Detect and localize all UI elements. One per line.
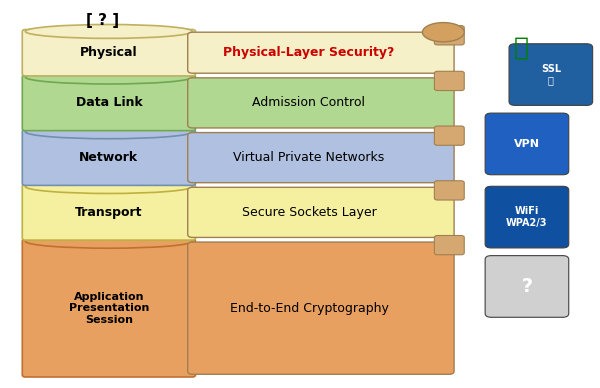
FancyBboxPatch shape bbox=[188, 133, 454, 183]
Text: VPN: VPN bbox=[514, 139, 540, 149]
Text: Virtual Private Networks: Virtual Private Networks bbox=[233, 151, 385, 164]
FancyBboxPatch shape bbox=[22, 130, 196, 185]
Text: Application
Presentation
Session: Application Presentation Session bbox=[69, 291, 149, 325]
Text: Physical-Layer Security?: Physical-Layer Security? bbox=[223, 46, 395, 59]
FancyBboxPatch shape bbox=[434, 26, 464, 45]
FancyBboxPatch shape bbox=[22, 185, 196, 240]
Text: Network: Network bbox=[79, 151, 139, 164]
Text: WiFi
WPA2/3: WiFi WPA2/3 bbox=[506, 206, 548, 228]
FancyBboxPatch shape bbox=[485, 186, 569, 248]
FancyBboxPatch shape bbox=[188, 78, 454, 128]
Text: [ ? ]: [ ? ] bbox=[86, 13, 119, 28]
Text: Secure Sockets Layer: Secure Sockets Layer bbox=[242, 206, 376, 219]
Text: Admission Control: Admission Control bbox=[253, 96, 365, 109]
Ellipse shape bbox=[25, 24, 193, 38]
Text: SSL
🔒: SSL 🔒 bbox=[541, 64, 561, 85]
FancyBboxPatch shape bbox=[485, 113, 569, 175]
Text: ?: ? bbox=[515, 277, 539, 296]
FancyBboxPatch shape bbox=[509, 44, 593, 106]
Text: End-to-End Cryptography: End-to-End Cryptography bbox=[230, 301, 388, 315]
Text: 📱: 📱 bbox=[514, 36, 529, 60]
FancyBboxPatch shape bbox=[22, 29, 196, 76]
Text: Transport: Transport bbox=[75, 206, 143, 219]
FancyBboxPatch shape bbox=[434, 71, 464, 90]
Ellipse shape bbox=[25, 180, 193, 194]
Ellipse shape bbox=[25, 125, 193, 139]
FancyBboxPatch shape bbox=[22, 239, 196, 377]
Ellipse shape bbox=[25, 234, 193, 248]
FancyBboxPatch shape bbox=[188, 242, 454, 374]
Text: Data Link: Data Link bbox=[76, 96, 142, 109]
FancyBboxPatch shape bbox=[188, 32, 454, 73]
FancyBboxPatch shape bbox=[434, 236, 464, 255]
FancyBboxPatch shape bbox=[188, 187, 454, 237]
FancyBboxPatch shape bbox=[22, 75, 196, 131]
Ellipse shape bbox=[25, 70, 193, 84]
FancyBboxPatch shape bbox=[485, 256, 569, 317]
Text: Physical: Physical bbox=[80, 46, 138, 59]
Ellipse shape bbox=[422, 23, 464, 42]
FancyBboxPatch shape bbox=[434, 181, 464, 200]
FancyBboxPatch shape bbox=[434, 126, 464, 145]
